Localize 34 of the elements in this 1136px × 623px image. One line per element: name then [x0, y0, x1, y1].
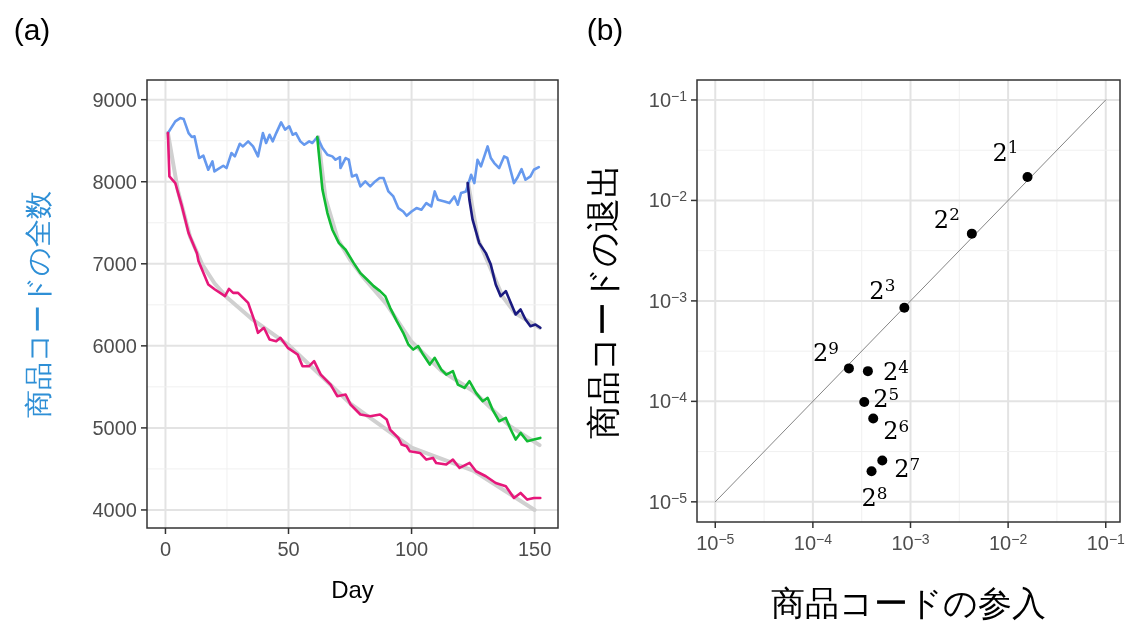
- y-tick-label: 10$^{−2}$: [648, 188, 688, 212]
- y-tick-label: 4000: [92, 498, 137, 521]
- x-tick-label: 0: [159, 538, 172, 560]
- x-tick-label: 10$^{−2}$: [989, 530, 1028, 554]
- y-tick-label: 10$^{−4}$: [648, 389, 688, 413]
- text: (a): [13, 13, 51, 46]
- y-axis-title: 商品コードの退出: [584, 163, 622, 439]
- annotation: 2$^{8}$: [861, 482, 888, 513]
- annotation: 2$^{7}$: [894, 453, 921, 484]
- y-tick-label: 8000: [92, 170, 137, 193]
- x-tick-label: 10$^{−4}$: [793, 530, 833, 554]
- x-tick-label: 10$^{−5}$: [696, 530, 735, 554]
- x-axis-title: Day: [331, 576, 374, 603]
- x-tick-label: 10$^{−1}$: [1086, 530, 1126, 554]
- y-tick-label: 5000: [92, 416, 137, 439]
- x-tick-label: 50: [277, 538, 300, 560]
- annotation: 2$^{9}$: [812, 337, 839, 368]
- y-tick-label: 6000: [92, 334, 137, 357]
- annotation: 2$^{3}$: [869, 275, 896, 305]
- x-tick-label: 150: [517, 538, 552, 560]
- y-tick-label: 10$^{−1}$: [648, 87, 688, 111]
- line-series: [166, 116, 541, 218]
- x-tick-label: 10$^{−3}$: [891, 530, 930, 554]
- x-tick-label: 100: [394, 538, 429, 560]
- y-tick-label: 10$^{−3}$: [648, 288, 688, 312]
- x-axis-title: 商品コードの参入: [771, 584, 1046, 622]
- annotation: 2$^{1}$: [992, 137, 1019, 168]
- y-axis-title: 商品コードの全数: [23, 190, 54, 418]
- annotation: 2$^{6}$: [883, 415, 910, 446]
- y-tick-label: 7000: [92, 252, 137, 275]
- annotation: 2$^{2}$: [933, 204, 960, 234]
- text: (b): [586, 13, 624, 46]
- y-tick-label: 10$^{−5}$: [648, 489, 688, 513]
- y-tick-label: 9000: [92, 88, 137, 111]
